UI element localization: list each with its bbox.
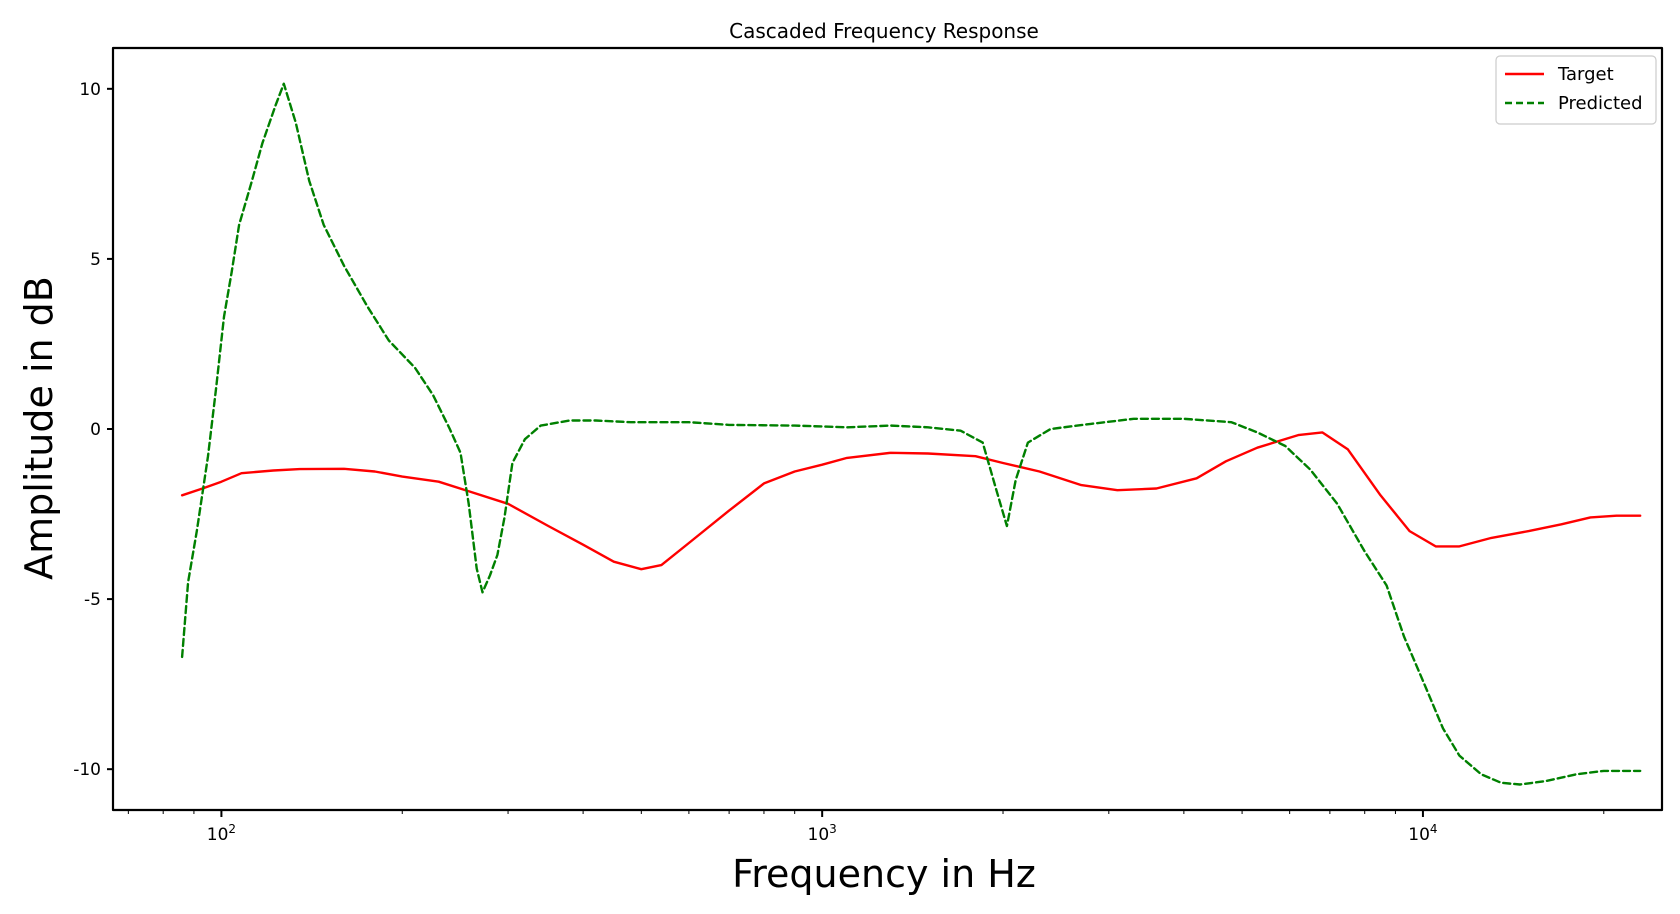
y-tick-label: -10 — [73, 760, 101, 780]
y-tick-label: 10 — [79, 80, 101, 100]
y-tick-label: 0 — [90, 420, 101, 440]
legend: Target Predicted — [1495, 55, 1657, 125]
x-tick-label: 102 — [207, 822, 236, 845]
y-tick-label: 5 — [90, 250, 101, 270]
legend-label-target: Target — [1557, 64, 1614, 85]
series-line-predicted — [180, 82, 1642, 786]
y-axis-label: Amplitude in dB — [17, 276, 61, 580]
x-axis-ticks: 102 103 104 — [207, 810, 1438, 845]
series-lines — [180, 82, 1642, 786]
x-axis-label: Frequency in Hz — [732, 852, 1036, 896]
plot-area-frame — [111, 46, 1664, 812]
y-axis-ticks: 10 5 0 -5 -10 — [73, 80, 113, 780]
x-tick-label: 104 — [1408, 822, 1437, 845]
x-axis-minor-ticks — [127, 810, 1605, 814]
legend-label-predicted: Predicted — [1558, 93, 1643, 114]
x-tick-label: 103 — [808, 822, 837, 845]
series-line-target — [180, 431, 1642, 571]
chart-title: Cascaded Frequency Response — [729, 19, 1039, 43]
y-tick-label: -5 — [84, 590, 101, 610]
